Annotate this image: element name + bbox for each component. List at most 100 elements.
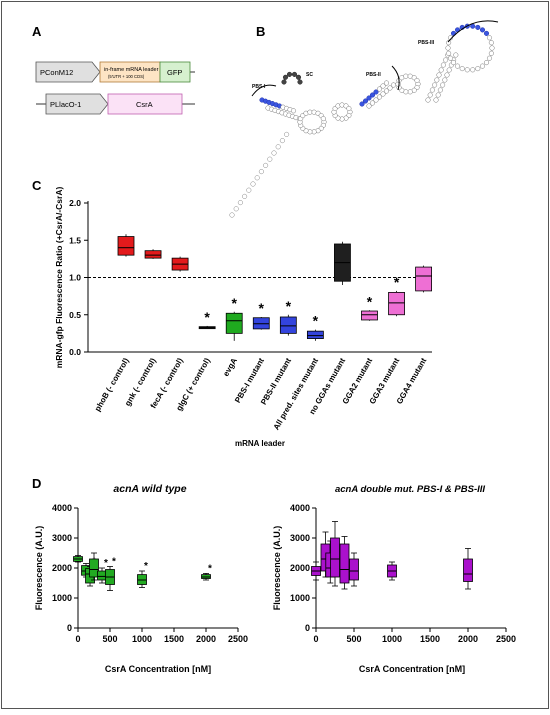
pconm12-label: PConM12	[40, 68, 73, 77]
d-x-tick-label: 0	[313, 634, 318, 644]
rna-bead	[443, 57, 449, 63]
pconm12-promoter-shape	[35, 61, 101, 83]
d-x-tick-label: 2000	[196, 634, 216, 644]
rna-bead	[488, 50, 494, 56]
pbs3-arc	[447, 20, 499, 43]
d-y-tick-label: 1000	[52, 593, 72, 603]
rna-bead	[380, 83, 386, 89]
panel-c: C 0.0 0.5 1.0 1.5 2.0 mRNA-gfp Fluorescence R…	[32, 178, 433, 448]
rna-secondary-structure	[229, 20, 499, 218]
rna-bead	[284, 131, 290, 137]
d-y-tick-label: 3000	[52, 533, 72, 543]
rna-bead	[242, 193, 248, 199]
c-category-label: GGA4 mutant	[395, 356, 429, 405]
rna-bead	[290, 108, 297, 114]
rna-bead	[281, 79, 287, 85]
sc-label: SC	[306, 72, 313, 78]
rna-bead	[434, 77, 440, 83]
rna-bead	[483, 30, 490, 36]
rna-bead	[376, 86, 383, 92]
rna-bead	[362, 98, 369, 104]
d-box	[349, 558, 359, 581]
panel-a-letter: A	[32, 24, 42, 39]
panel-d-left-title: acnA wild type	[113, 483, 186, 495]
rna-bead	[429, 87, 435, 93]
rna-bead	[442, 77, 448, 83]
d-y-tick-label: 4000	[52, 503, 72, 513]
d-ylabel: Fluorescence (A.U.)	[272, 526, 282, 611]
d-x-tick-label: 1000	[132, 634, 152, 644]
rna-bead	[246, 187, 252, 193]
rna-bead	[237, 200, 243, 206]
d-x-tick-label: 500	[346, 634, 361, 644]
d-x-tick-label: 0	[75, 634, 80, 644]
d-significance-star: *	[112, 557, 116, 568]
rna-bead	[366, 103, 372, 109]
c-significance-star: *	[313, 313, 319, 329]
rna-bead	[359, 101, 365, 107]
gfp-box	[159, 61, 191, 83]
panel-c-letter: C	[32, 178, 42, 193]
d-x-tick-label: 2500	[228, 634, 248, 644]
d-significance-star: *	[144, 561, 148, 572]
rna-bead	[403, 73, 409, 79]
pbs3-label: PBS-III	[418, 40, 435, 46]
rna-bead	[432, 82, 438, 88]
rna-bead	[479, 63, 486, 69]
rna-bead	[279, 138, 285, 144]
rna-bead	[459, 66, 465, 72]
panel-c-xlabel: mRNA leader	[235, 439, 285, 448]
csra-gene-box	[107, 93, 183, 115]
c-y-tick-label: 2.0	[69, 198, 81, 208]
mrna-leader-label: in-frame mRNA leader	[104, 67, 159, 73]
rna-bead	[275, 144, 281, 150]
rna-bead	[346, 105, 352, 112]
rna-bead	[483, 60, 490, 66]
rna-bead	[475, 24, 481, 30]
c-box	[388, 291, 405, 316]
panel-b: B PBS-I SC PBS-II PBS-III	[229, 20, 499, 218]
d-x-tick-label: 1500	[164, 634, 184, 644]
c-significance-star: *	[367, 293, 373, 309]
rna-bead	[369, 100, 376, 106]
c-box	[306, 330, 324, 339]
c-significance-star: *	[231, 295, 237, 311]
rna-bead	[366, 95, 372, 101]
rna-bead	[307, 109, 313, 115]
panel-d-right-xlabel: CsrA Concentration [nM]	[359, 664, 465, 674]
c-box	[415, 266, 433, 292]
rna-bead	[438, 67, 444, 73]
c-significance-star: *	[286, 298, 292, 314]
rna-bead	[446, 40, 452, 46]
d-box	[339, 543, 350, 584]
rna-bead	[414, 77, 420, 84]
rna-bead	[445, 45, 451, 51]
rna-bead	[380, 91, 386, 97]
pbs2-label: PBS-II	[366, 72, 381, 78]
rna-bead	[447, 55, 454, 61]
panel-d: D 0 1000 2000 3000 4000 0 500 1000 1500 2000 2500 F…	[32, 476, 516, 674]
c-significance-star: *	[204, 309, 210, 325]
d-y-tick-label: 2000	[52, 563, 72, 573]
rna-bead	[390, 82, 397, 88]
rna-bead	[295, 74, 302, 80]
c-ylabel: mRNA-gfp Fluorescence Ratio (+CsrA/-CsrA…	[54, 187, 64, 369]
rna-bead	[454, 63, 461, 69]
c-box	[361, 310, 378, 321]
rna-bead	[447, 35, 454, 41]
d-x-tick-label: 1000	[382, 634, 402, 644]
d-x-tick-label: 2500	[496, 634, 516, 644]
d-y-tick-label: 0	[305, 623, 310, 633]
panel-d-left-chart: 0 1000 2000 3000 4000 0 500 1000 1500 2000 2500 Flu…	[34, 503, 248, 644]
d-significance-star: *	[208, 563, 212, 574]
rna-bead	[311, 129, 317, 135]
c-box	[225, 312, 243, 334]
c-category-label: evgA	[221, 356, 239, 378]
rna-bead	[427, 92, 433, 98]
pbs2-arc	[391, 65, 400, 91]
d-x-tick-label: 1500	[420, 634, 440, 644]
rna-bead	[453, 52, 459, 58]
rna-bead	[263, 162, 269, 168]
